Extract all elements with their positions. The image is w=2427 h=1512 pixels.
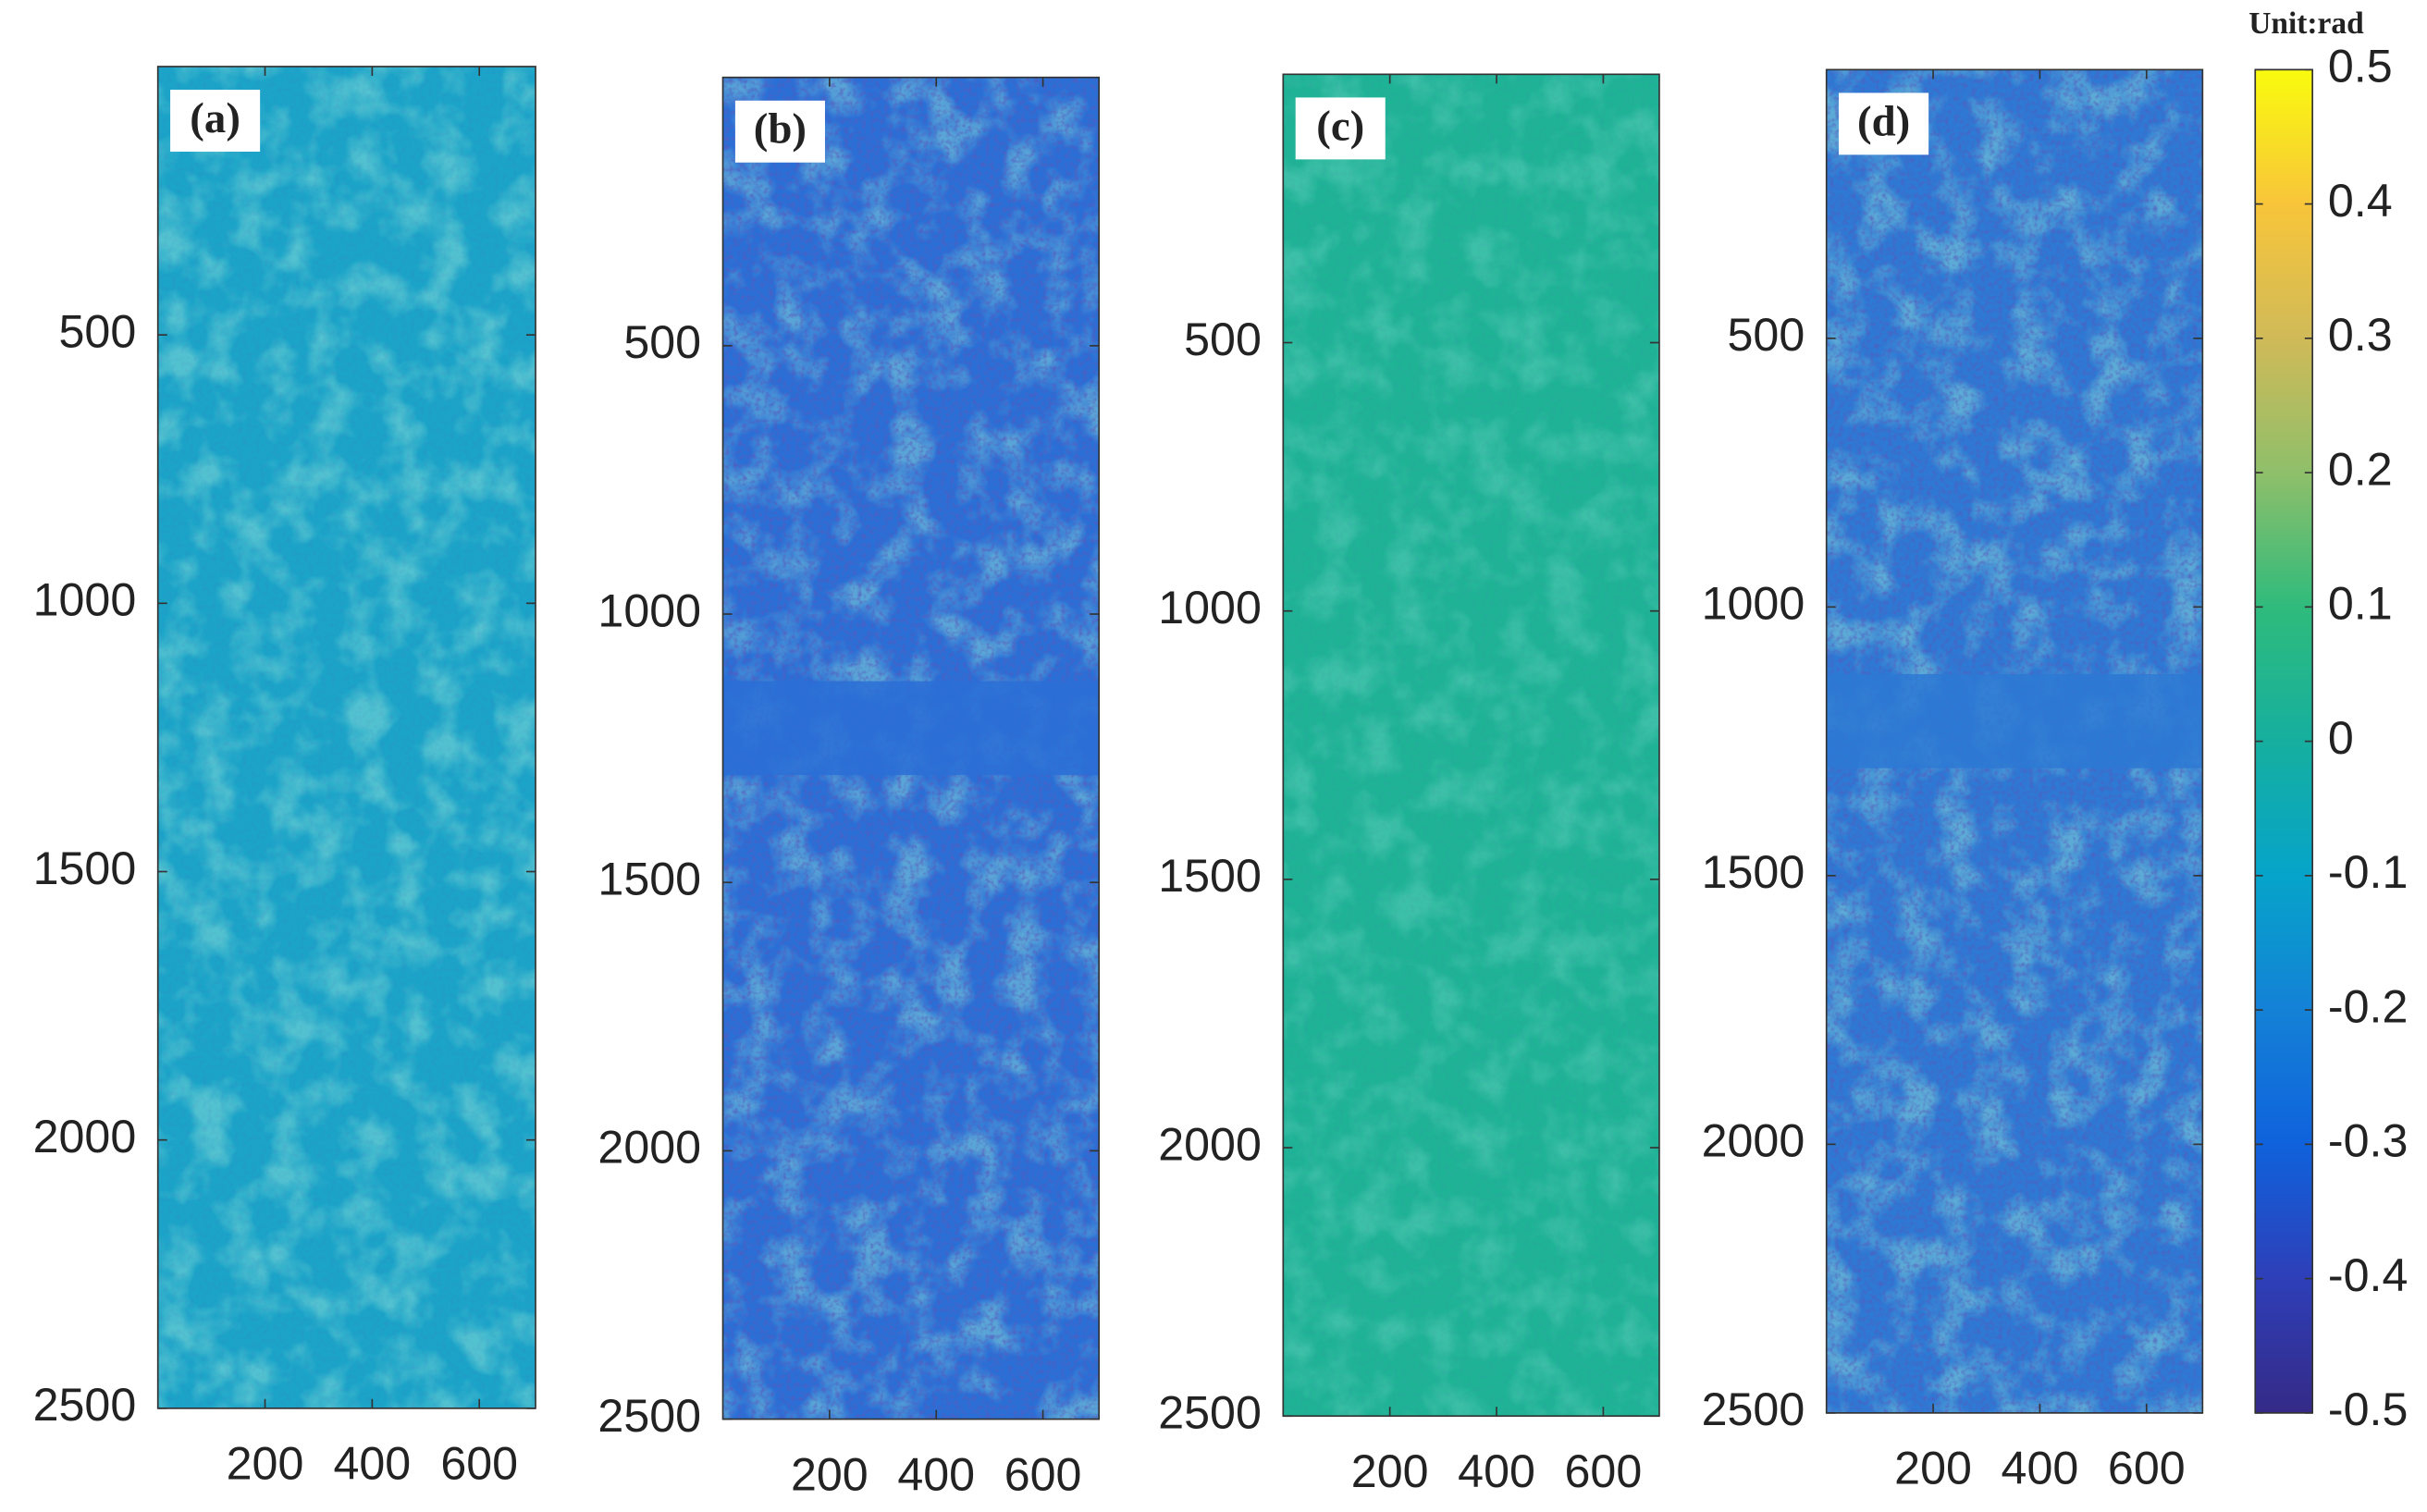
panel-label: (d) — [1857, 97, 1910, 145]
colorbar-title: Unit:rad — [2248, 6, 2364, 41]
y-tick-label: 500 — [623, 316, 701, 368]
x-tick-label: 600 — [1004, 1448, 1082, 1500]
panel-label: (b) — [754, 105, 807, 154]
texture — [157, 66, 536, 1408]
y-tick-label: 500 — [1184, 313, 1262, 365]
colorbar — [2254, 68, 2313, 1414]
y-tick-label: 1500 — [33, 842, 137, 894]
y-tick-label: 1000 — [33, 574, 137, 626]
x-tick-label: 400 — [333, 1438, 411, 1490]
x-tick-label: 200 — [227, 1438, 304, 1490]
colorbar-tick-label: 0.1 — [2328, 578, 2393, 630]
y-tick-label: 1500 — [1702, 846, 1805, 898]
x-tick-label: 200 — [1894, 1443, 1972, 1494]
x-tick-label: 600 — [440, 1438, 518, 1490]
x-tick-label: 600 — [1565, 1445, 1643, 1497]
y-tick-label: 1000 — [1158, 582, 1262, 633]
y-tick-label: 1500 — [598, 853, 701, 904]
y-tick-label: 500 — [1728, 309, 1805, 361]
y-tick-label: 2500 — [1702, 1383, 1805, 1435]
y-tick-label: 2000 — [598, 1122, 701, 1174]
colorbar-tick-label: 0.4 — [2328, 175, 2393, 227]
label-box — [170, 90, 261, 153]
river — [722, 681, 1100, 776]
colorbar-tick-label: -0.3 — [2328, 1115, 2408, 1167]
label-box — [1839, 92, 1929, 155]
x-tick-label: 200 — [791, 1448, 869, 1500]
y-tick-label: 1500 — [1158, 850, 1262, 902]
x-tick-label: 400 — [2002, 1443, 2079, 1494]
colorbar-tick-label: 0.3 — [2328, 309, 2393, 361]
colorbar-tick-label: -0.5 — [2328, 1383, 2408, 1435]
x-tick-label: 200 — [1351, 1445, 1429, 1497]
panel-label: (c) — [1316, 102, 1364, 150]
y-tick-label: 2500 — [33, 1379, 137, 1431]
colorbar-tick-label: 0 — [2328, 712, 2354, 764]
axes-frame — [1825, 68, 2204, 1414]
label-box — [734, 100, 825, 163]
label-box — [1295, 97, 1386, 160]
y-tick-label: 2000 — [1158, 1118, 1262, 1170]
y-tick-label: 1000 — [1702, 578, 1805, 630]
x-tick-label: 400 — [1458, 1445, 1535, 1497]
y-tick-label: 2500 — [598, 1390, 701, 1442]
y-tick-label: 1000 — [598, 584, 701, 636]
x-tick-label: 600 — [2108, 1443, 2186, 1494]
river — [1826, 673, 2203, 768]
y-tick-label: 2000 — [1702, 1115, 1805, 1167]
colorbar-tick-label: -0.2 — [2328, 980, 2408, 1032]
axes-frame — [721, 76, 1100, 1420]
axes-frame — [1282, 73, 1660, 1418]
y-tick-label: 500 — [59, 305, 137, 357]
colorbar-tick-label: 0.5 — [2328, 41, 2393, 92]
colorbar-tick-label: -0.4 — [2328, 1249, 2408, 1301]
texture — [1283, 74, 1659, 1417]
axes-frame — [156, 66, 536, 1409]
x-tick-label: 400 — [897, 1448, 975, 1500]
colorbar-tick-label: -0.1 — [2328, 846, 2408, 898]
y-tick-label: 2500 — [1158, 1387, 1262, 1439]
y-tick-label: 2000 — [33, 1111, 137, 1162]
colorbar-tick-label: 0.2 — [2328, 443, 2393, 495]
panel-label: (a) — [190, 94, 240, 142]
